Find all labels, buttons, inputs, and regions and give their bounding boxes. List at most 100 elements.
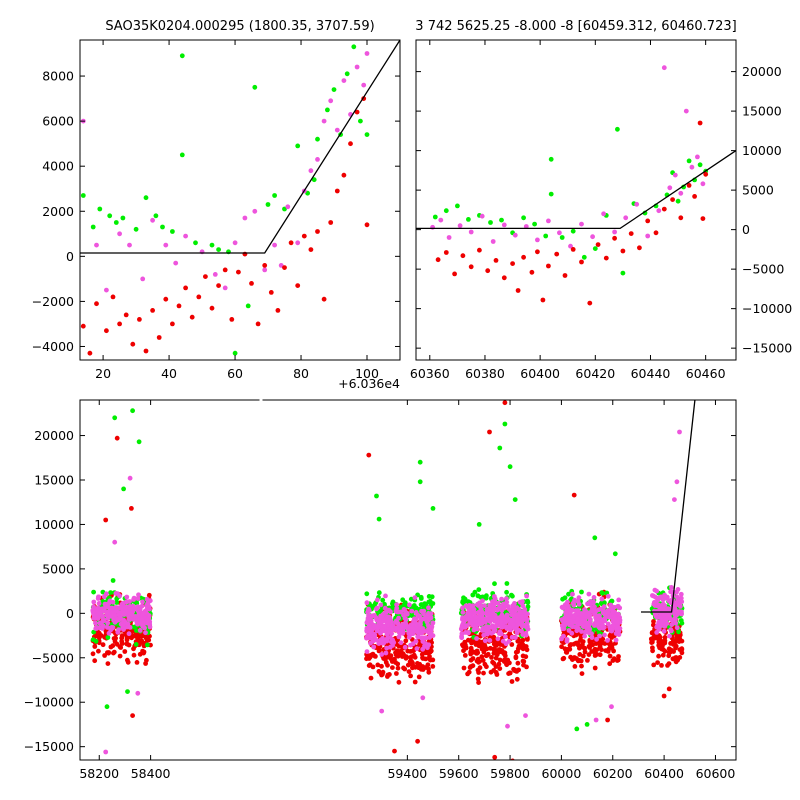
point-magenta-season-4 [585,610,591,616]
point-magenta-season-4 [569,630,575,636]
point-outlier [415,738,420,744]
y-tick-label: 5000 [742,183,774,198]
point-magenta-season-4 [616,628,622,634]
point-series-1 [351,44,357,50]
point-series-2 [601,211,606,217]
x-tick-label: 59600 [439,766,479,781]
point-red-season-4 [579,663,584,669]
point-green-season-2 [380,597,386,603]
panel-b-plot-area [90,400,696,760]
point-series-3 [216,283,222,288]
point-series-3 [603,255,609,261]
point-magenta-season-5 [655,596,661,601]
point-magenta-season-4 [605,593,611,599]
x-tick-label: 59400 [387,766,427,781]
x-tick-label: 60000 [542,766,582,781]
point-outlier [492,754,498,760]
point-series-2 [183,233,189,239]
point-red-season-4 [586,652,592,657]
point-magenta-season-2 [420,646,426,652]
point-series-2 [512,232,518,238]
point-series-2 [468,229,474,235]
point-magenta-season-4 [597,633,602,639]
point-series-2 [117,231,122,237]
point-series-2 [242,215,248,221]
point-red-season-2 [408,673,413,679]
point-magenta-season-1 [91,606,97,611]
point-series-3 [620,248,626,254]
point-magenta-season-1 [134,620,140,625]
point-magenta-season-3 [479,621,485,626]
point-series-3 [546,263,551,269]
point-magenta-season-5 [669,622,675,628]
point-red-season-3 [467,665,473,670]
point-magenta-season-3 [484,631,490,636]
point-series-2 [656,208,662,214]
x-tick-label: 60400 [644,766,684,781]
point-series-3 [364,222,370,228]
point-magenta-season-3 [474,626,480,632]
point-magenta-season-4 [605,621,611,627]
point-magenta-season-2 [379,652,385,657]
point-magenta-season-3 [504,596,509,601]
point-magenta-season-2 [375,625,381,630]
point-magenta-season-1 [142,625,148,631]
point-series-1 [521,215,526,221]
point-magenta-season-4 [561,633,566,639]
point-magenta-season-3 [522,623,527,629]
point-magenta-season-5 [659,619,665,625]
point-series-1 [543,233,549,239]
point-outlier [135,690,141,696]
point-series-3 [703,171,709,177]
point-red-season-3 [491,641,497,647]
point-red-season-3 [493,655,499,661]
y-tick-label: 15000 [34,473,74,488]
y-tick-label: 20000 [34,428,74,443]
point-series-2 [361,82,367,88]
point-red-season-2 [406,669,412,674]
point-red-season-3 [488,645,493,651]
point-magenta-season-1 [106,601,111,606]
point-red-season-3 [485,651,491,657]
point-series-3 [477,247,482,253]
point-outlier [125,689,130,694]
point-red-season-3 [521,662,526,668]
x-tick-label: 60420 [575,366,615,381]
point-green-season-3 [461,599,466,605]
point-magenta-season-1 [116,627,121,632]
point-magenta-season-2 [402,644,408,650]
point-outlier [592,535,598,541]
point-magenta-season-3 [474,636,479,641]
point-red-season-2 [381,656,386,661]
point-red-season-2 [416,674,422,680]
point-magenta-season-3 [524,593,529,599]
point-red-season-5 [651,619,656,624]
point-series-3 [637,245,642,251]
point-outlier [507,464,513,470]
point-outlier [605,717,610,723]
point-red-season-4 [599,647,604,653]
point-series-1 [209,242,215,248]
y-tick-label: −5000 [32,650,74,665]
point-series-2 [334,127,340,133]
y-tick-label: 15000 [742,104,782,119]
point-red-season-4 [577,652,583,657]
point-series-3 [315,229,320,234]
point-magenta-season-4 [586,623,591,629]
point-magenta-season-2 [419,608,424,614]
point-magenta-season-1 [91,599,97,605]
point-magenta-season-1 [120,611,126,617]
panel-top-right-frame [415,39,737,361]
point-magenta-season-2 [372,632,378,638]
point-series-3 [645,218,651,224]
point-red-season-1 [92,644,98,649]
point-magenta-season-4 [571,602,577,608]
point-red-season-4 [607,653,613,659]
y-tick-label: 8000 [42,69,74,84]
point-magenta-season-3 [514,605,520,611]
point-red-season-1 [134,660,140,665]
point-series-3 [110,294,116,300]
point-magenta-season-2 [365,609,370,615]
point-magenta-season-4 [602,616,608,622]
point-magenta-season-2 [383,593,388,599]
